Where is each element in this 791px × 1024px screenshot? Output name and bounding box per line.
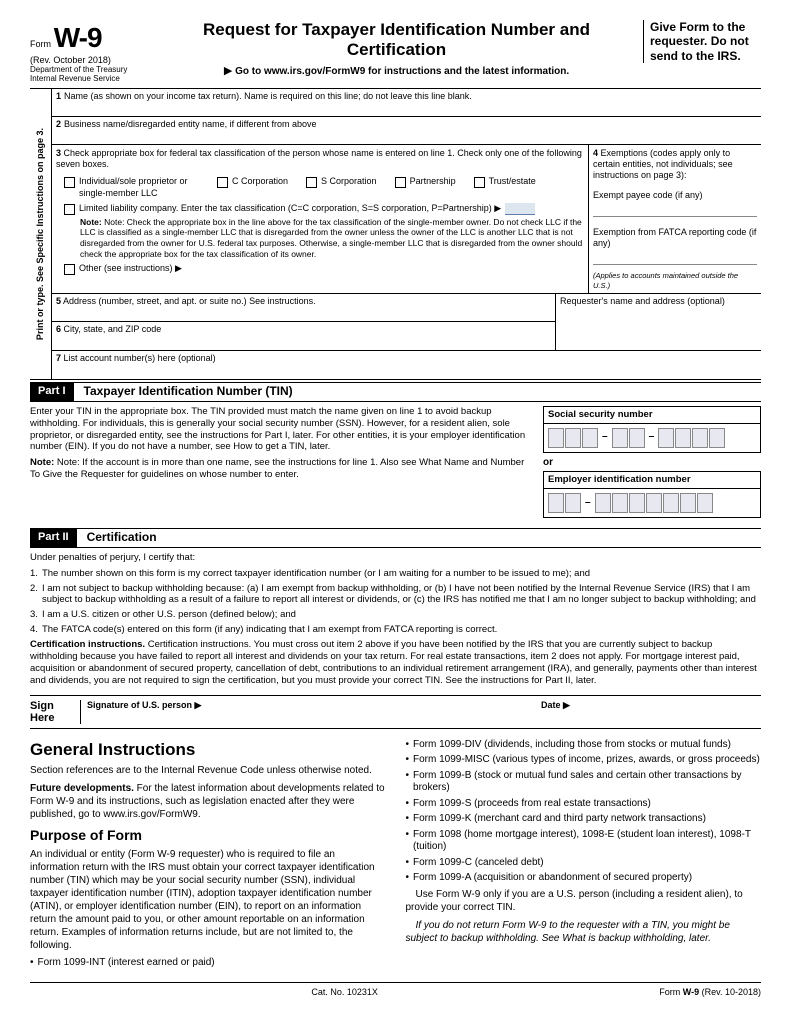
header-left: Form W-9 (Rev. October 2018) Department … [30, 20, 150, 84]
cert-4: 4.The FATCA code(s) entered on this form… [30, 624, 761, 636]
line-2[interactable]: 2Business name/disregarded entity name, … [52, 117, 761, 145]
line-5[interactable]: 5 Address (number, street, and apt. or s… [52, 294, 555, 322]
applies-note: (Applies to accounts maintained outside … [593, 271, 757, 290]
form-header: Form W-9 (Rev. October 2018) Department … [30, 20, 761, 89]
sign-row: Sign Here Signature of U.S. person ▶ Dat… [30, 695, 761, 729]
cb-individual[interactable]: Individual/sole proprietor or single-mem… [64, 176, 199, 199]
instr-p1: Section references are to the Internal R… [30, 764, 386, 777]
exempt-payee-label: Exempt payee code (if any) [593, 190, 757, 201]
part2-title: Certification [77, 530, 157, 545]
ssn-header: Social security number [544, 407, 760, 424]
bullet-1099s: Form 1099-S (proceeds from real estate t… [406, 798, 762, 811]
line-7[interactable]: 7 List account number(s) here (optional) [52, 351, 761, 379]
cert-instructions: Certification instructions. Certificatio… [30, 639, 761, 687]
part1-tag: Part I [30, 383, 74, 401]
form-title: Request for Taxpayer Identification Numb… [158, 20, 635, 61]
cert-1: 1.The number shown on this form is my co… [30, 568, 761, 580]
bullet-1099int: Form 1099-INT (interest earned or paid) [30, 957, 386, 970]
fatca-label: Exemption from FATCA reporting code (if … [593, 227, 757, 250]
cb-s-corp[interactable]: S Corporation [306, 176, 377, 188]
line-3-4-row: 3 Check appropriate box for federal tax … [52, 145, 761, 294]
footer-form: Form W-9 (Rev. 10-2018) [659, 987, 761, 998]
form-dept2: Internal Revenue Service [30, 75, 150, 84]
bullet-1099misc: Form 1099-MISC (various types of income,… [406, 754, 762, 767]
ssn-cells[interactable]: – – [544, 424, 760, 452]
part1-bar: Part I Taxpayer Identification Number (T… [30, 382, 761, 402]
cb-trust[interactable]: Trust/estate [474, 176, 536, 188]
exempt-payee-input[interactable] [593, 203, 757, 217]
instructions: General Instructions Section references … [30, 739, 761, 972]
certification-body: Under penalties of perjury, I certify th… [30, 548, 761, 695]
classification-checkboxes: Individual/sole proprietor or single-mem… [64, 176, 584, 199]
part2-tag: Part II [30, 529, 77, 547]
main-fields: Print or type. See Specific Instructions… [30, 89, 761, 380]
bullet-1099k: Form 1099-K (merchant card and third par… [406, 813, 762, 826]
part1-text: Enter your TIN in the appropriate box. T… [30, 406, 535, 522]
instr-left-col: General Instructions Section references … [30, 739, 386, 972]
bullet-1098: Form 1098 (home mortgage interest), 1098… [406, 829, 762, 854]
signature-field[interactable]: Signature of U.S. person ▶ [80, 700, 541, 724]
bullet-1099div: Form 1099-DIV (dividends, including thos… [406, 739, 762, 752]
part2-bar: Part II Certification [30, 528, 761, 548]
purpose-heading: Purpose of Form [30, 827, 386, 845]
gen-instr-heading: General Instructions [30, 739, 386, 760]
cert-2: 2.I am not subject to backup withholding… [30, 583, 761, 607]
bullet-1099b: Form 1099-B (stock or mutual fund sales … [406, 770, 762, 795]
instr-p2: Future developments. For the latest info… [30, 782, 386, 821]
cb-other[interactable]: Other (see instructions) ▶ [64, 263, 584, 275]
line-4: 4 Exemptions (codes apply only to certai… [589, 145, 761, 293]
fields-column: 1Name (as shown on your income tax retur… [52, 89, 761, 379]
cert-3: 3.I am a U.S. citizen or other U.S. pers… [30, 609, 761, 621]
bullet-1099a: Form 1099-A (acquisition or abandonment … [406, 872, 762, 885]
form-label: Form [30, 39, 51, 49]
llc-class-input[interactable] [505, 203, 535, 215]
sign-here-label: Sign Here [30, 700, 80, 724]
or-label: or [543, 457, 761, 470]
date-field[interactable]: Date ▶ [541, 700, 761, 724]
instr-p4: Use Form W-9 only if you are a U.S. pers… [406, 888, 762, 914]
cat-number: Cat. No. 10231X [311, 987, 378, 998]
instr-right-col: Form 1099-DIV (dividends, including thos… [406, 739, 762, 972]
requester-address[interactable]: Requester's name and address (optional) [556, 294, 761, 350]
ein-header: Employer identification number [544, 472, 760, 489]
page-footer: Cat. No. 10231X Form W-9 (Rev. 10-2018) [30, 982, 761, 998]
instr-p3: An individual or entity (Form W-9 reques… [30, 848, 386, 952]
llc-note: Note: Note: Check the appropriate box in… [80, 217, 584, 260]
cert-intro: Under penalties of perjury, I certify th… [30, 552, 761, 564]
part1-title: Taxpayer Identification Number (TIN) [74, 384, 293, 399]
header-center: Request for Taxpayer Identification Numb… [150, 20, 643, 79]
fatca-input[interactable] [593, 251, 757, 265]
ein-section: Employer identification number – [543, 471, 761, 518]
cb-partnership[interactable]: Partnership [395, 176, 456, 188]
instr-p5: If you do not return Form W-9 to the req… [406, 919, 762, 945]
line-5-6-col: 5 Address (number, street, and apt. or s… [52, 294, 556, 350]
form-number: W-9 [54, 22, 102, 53]
ein-cells[interactable]: – [544, 489, 760, 517]
line-3: 3 Check appropriate box for federal tax … [52, 145, 589, 293]
give-form-note: Give Form to the requester. Do not send … [643, 20, 761, 63]
bullet-1099c: Form 1099-C (canceled debt) [406, 857, 762, 870]
line-6[interactable]: 6 City, state, and ZIP code [52, 322, 555, 350]
part1-body: Enter your TIN in the appropriate box. T… [30, 402, 761, 526]
cb-llc[interactable]: Limited liability company. Enter the tax… [64, 203, 584, 215]
line-5-row: 5 Address (number, street, and apt. or s… [52, 294, 761, 351]
ssn-section: Social security number – – [543, 406, 761, 453]
tin-boxes: Social security number – – or Employer i… [543, 406, 761, 522]
line-1[interactable]: 1Name (as shown on your income tax retur… [52, 89, 761, 117]
goto-link: ▶ Go to www.irs.gov/FormW9 for instructi… [158, 65, 635, 79]
vertical-label: Print or type. See Specific Instructions… [30, 89, 52, 379]
cb-c-corp[interactable]: C Corporation [217, 176, 288, 188]
